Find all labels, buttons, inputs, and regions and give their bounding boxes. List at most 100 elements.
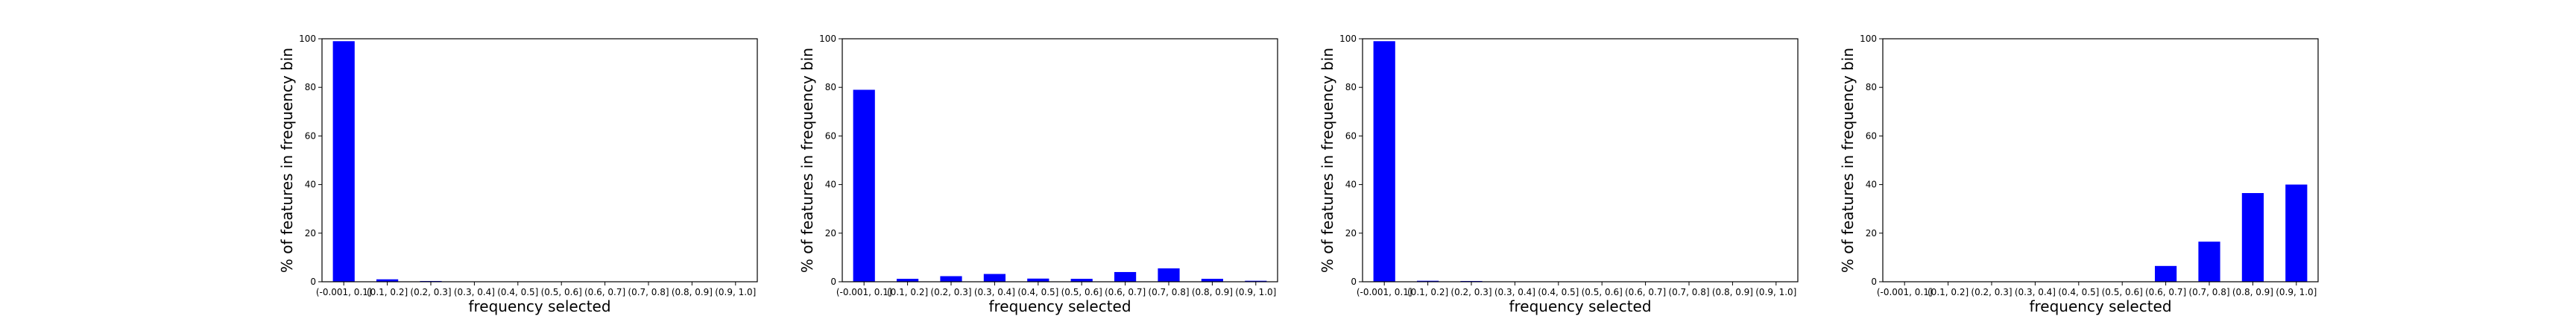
x-tick-label: (0.5, 0.6] [541, 287, 582, 297]
x-tick-label: (0.8, 0.9] [2232, 287, 2273, 297]
x-tick-label: (0.1, 0.2] [1928, 287, 1969, 297]
x-tick-label: (0.6, 0.7] [1105, 287, 1146, 297]
bar [1070, 279, 1093, 282]
x-tick-label: (0.1, 0.2] [367, 287, 408, 297]
chart-panel-3: 0 20 40 60 80 100 (-0.001, 0.1](0.1, 0.2] (0.2,… [1319, 34, 1799, 315]
x-axis-title: frequency selected [2029, 297, 2171, 315]
y-tick-label: 40 [305, 180, 316, 190]
plot-frame [1362, 38, 1799, 282]
chart-panel-2: 0 20 40 60 80 100 (-0.001, 0.1](0.1, 0.2] (0.2,… [798, 34, 1278, 315]
bar [940, 276, 962, 282]
bar [2241, 193, 2264, 282]
x-tick-label: (0.5, 0.6] [2102, 287, 2143, 297]
y-tick-label: 80 [1866, 82, 1877, 92]
x-tick-label: (0.2, 0.3] [1450, 287, 1491, 297]
y-tick-label: 60 [1866, 130, 1877, 141]
y-tick-label: 100 [819, 34, 836, 44]
x-tick-label: (-0.001, 0.1] [836, 287, 892, 297]
bar [1201, 279, 1223, 282]
bar [1027, 278, 1049, 282]
y-tick-label: 20 [305, 228, 316, 239]
chart-panel-1: 0 20 40 60 80 100 (-0.001, 0.1](0.1, 0.2] (0.2,… [278, 34, 758, 315]
bar [1417, 280, 1439, 282]
x-tick-label: (0.1, 0.2] [887, 287, 928, 297]
x-tick-label: (0.9, 1.0] [1235, 287, 1276, 297]
y-axis-title: % of features in frequency bin [1319, 48, 1336, 273]
y-tick-label: 100 [299, 34, 316, 44]
bar [2285, 184, 2308, 282]
x-tick-label: (0.4, 0.5] [2058, 287, 2099, 297]
bar [1114, 271, 1137, 282]
x-tick-label: (0.5, 0.6] [1061, 287, 1102, 297]
x-tick-label: (0.1, 0.2] [1407, 287, 1448, 297]
y-tick-label: 0 [1871, 277, 1877, 287]
x-tick-label: (0.2, 0.3] [930, 287, 971, 297]
y-tick-label: 20 [1866, 228, 1877, 239]
y-tick-label: 40 [825, 180, 836, 190]
x-tick-label: (-0.001, 0.1] [1877, 287, 1933, 297]
x-tick-label: (0.9, 1.0] [715, 287, 756, 297]
x-tick-label: (0.7, 0.8] [2188, 287, 2229, 297]
x-tick-label: (0.3, 0.4] [974, 287, 1015, 297]
bar [897, 279, 919, 282]
y-tick-label: 80 [305, 82, 316, 92]
bar [853, 89, 875, 282]
x-tick-label: (0.4, 0.5] [497, 287, 538, 297]
x-tick-label: (0.3, 0.4] [454, 287, 495, 297]
bar [983, 274, 1006, 282]
x-tick-label: (0.3, 0.4] [2015, 287, 2056, 297]
y-tick-label: 80 [1345, 82, 1357, 92]
bar [332, 41, 355, 282]
x-axis-title: frequency selected [988, 297, 1131, 315]
x-axis-title: frequency selected [1509, 297, 1651, 315]
x-tick-label: (0.7, 0.8] [1148, 287, 1189, 297]
x-tick-label: (0.3, 0.4] [1494, 287, 1535, 297]
bar [2155, 265, 2177, 282]
y-tick-label: 0 [310, 277, 316, 287]
y-tick-label: 20 [825, 228, 836, 239]
plot-frame [842, 38, 1278, 282]
y-tick-label: 100 [1860, 34, 1877, 44]
y-tick-label: 20 [1345, 228, 1357, 239]
x-tick-label: (0.2, 0.3] [1971, 287, 2012, 297]
x-tick-label: (-0.001, 0.1] [1357, 287, 1412, 297]
bar [2198, 242, 2220, 282]
y-tick-label: 60 [825, 130, 836, 141]
y-axis-title: % of features in frequency bin [278, 48, 296, 273]
x-tick-label: (0.2, 0.3] [410, 287, 451, 297]
y-tick-label: 0 [1351, 277, 1357, 287]
x-tick-label: (0.8, 0.9] [672, 287, 713, 297]
x-axis-title: frequency selected [468, 297, 610, 315]
x-tick-label: (0.8, 0.9] [1712, 287, 1753, 297]
x-tick-label: (0.6, 0.7] [2145, 287, 2186, 297]
plot-frame [1882, 38, 2319, 282]
y-tick-label: 100 [1339, 34, 1357, 44]
chart-panel-4: 0 20 40 60 80 100 (-0.001, 0.1](0.1, 0.2] (0.2,… [1839, 34, 2319, 315]
x-tick-label: (0.7, 0.8] [1668, 287, 1709, 297]
x-tick-label: (0.5, 0.6] [1582, 287, 1623, 297]
y-tick-label: 40 [1345, 180, 1357, 190]
x-tick-label: (0.9, 1.0] [2276, 287, 2317, 297]
x-tick-label: (0.4, 0.5] [1538, 287, 1579, 297]
x-tick-label: (0.8, 0.9] [1192, 287, 1233, 297]
x-tick-label: (0.4, 0.5] [1017, 287, 1058, 297]
y-tick-label: 60 [305, 130, 316, 141]
y-tick-label: 80 [825, 82, 836, 92]
x-tick-label: (0.6, 0.7] [1625, 287, 1666, 297]
x-tick-label: (0.6, 0.7] [584, 287, 625, 297]
bar [1245, 280, 1267, 282]
bar [1373, 41, 1395, 282]
bar [1158, 268, 1180, 282]
y-axis-title: % of features in frequency bin [798, 48, 816, 273]
bar [376, 279, 399, 282]
x-tick-label: (0.7, 0.8] [628, 287, 669, 297]
y-tick-label: 60 [1345, 130, 1357, 141]
y-tick-label: 40 [1866, 180, 1877, 190]
y-tick-label: 0 [830, 277, 836, 287]
x-tick-label: (-0.001, 0.1] [316, 287, 372, 297]
plot-frame [321, 38, 758, 282]
x-tick-label: (0.9, 1.0] [1755, 287, 1796, 297]
